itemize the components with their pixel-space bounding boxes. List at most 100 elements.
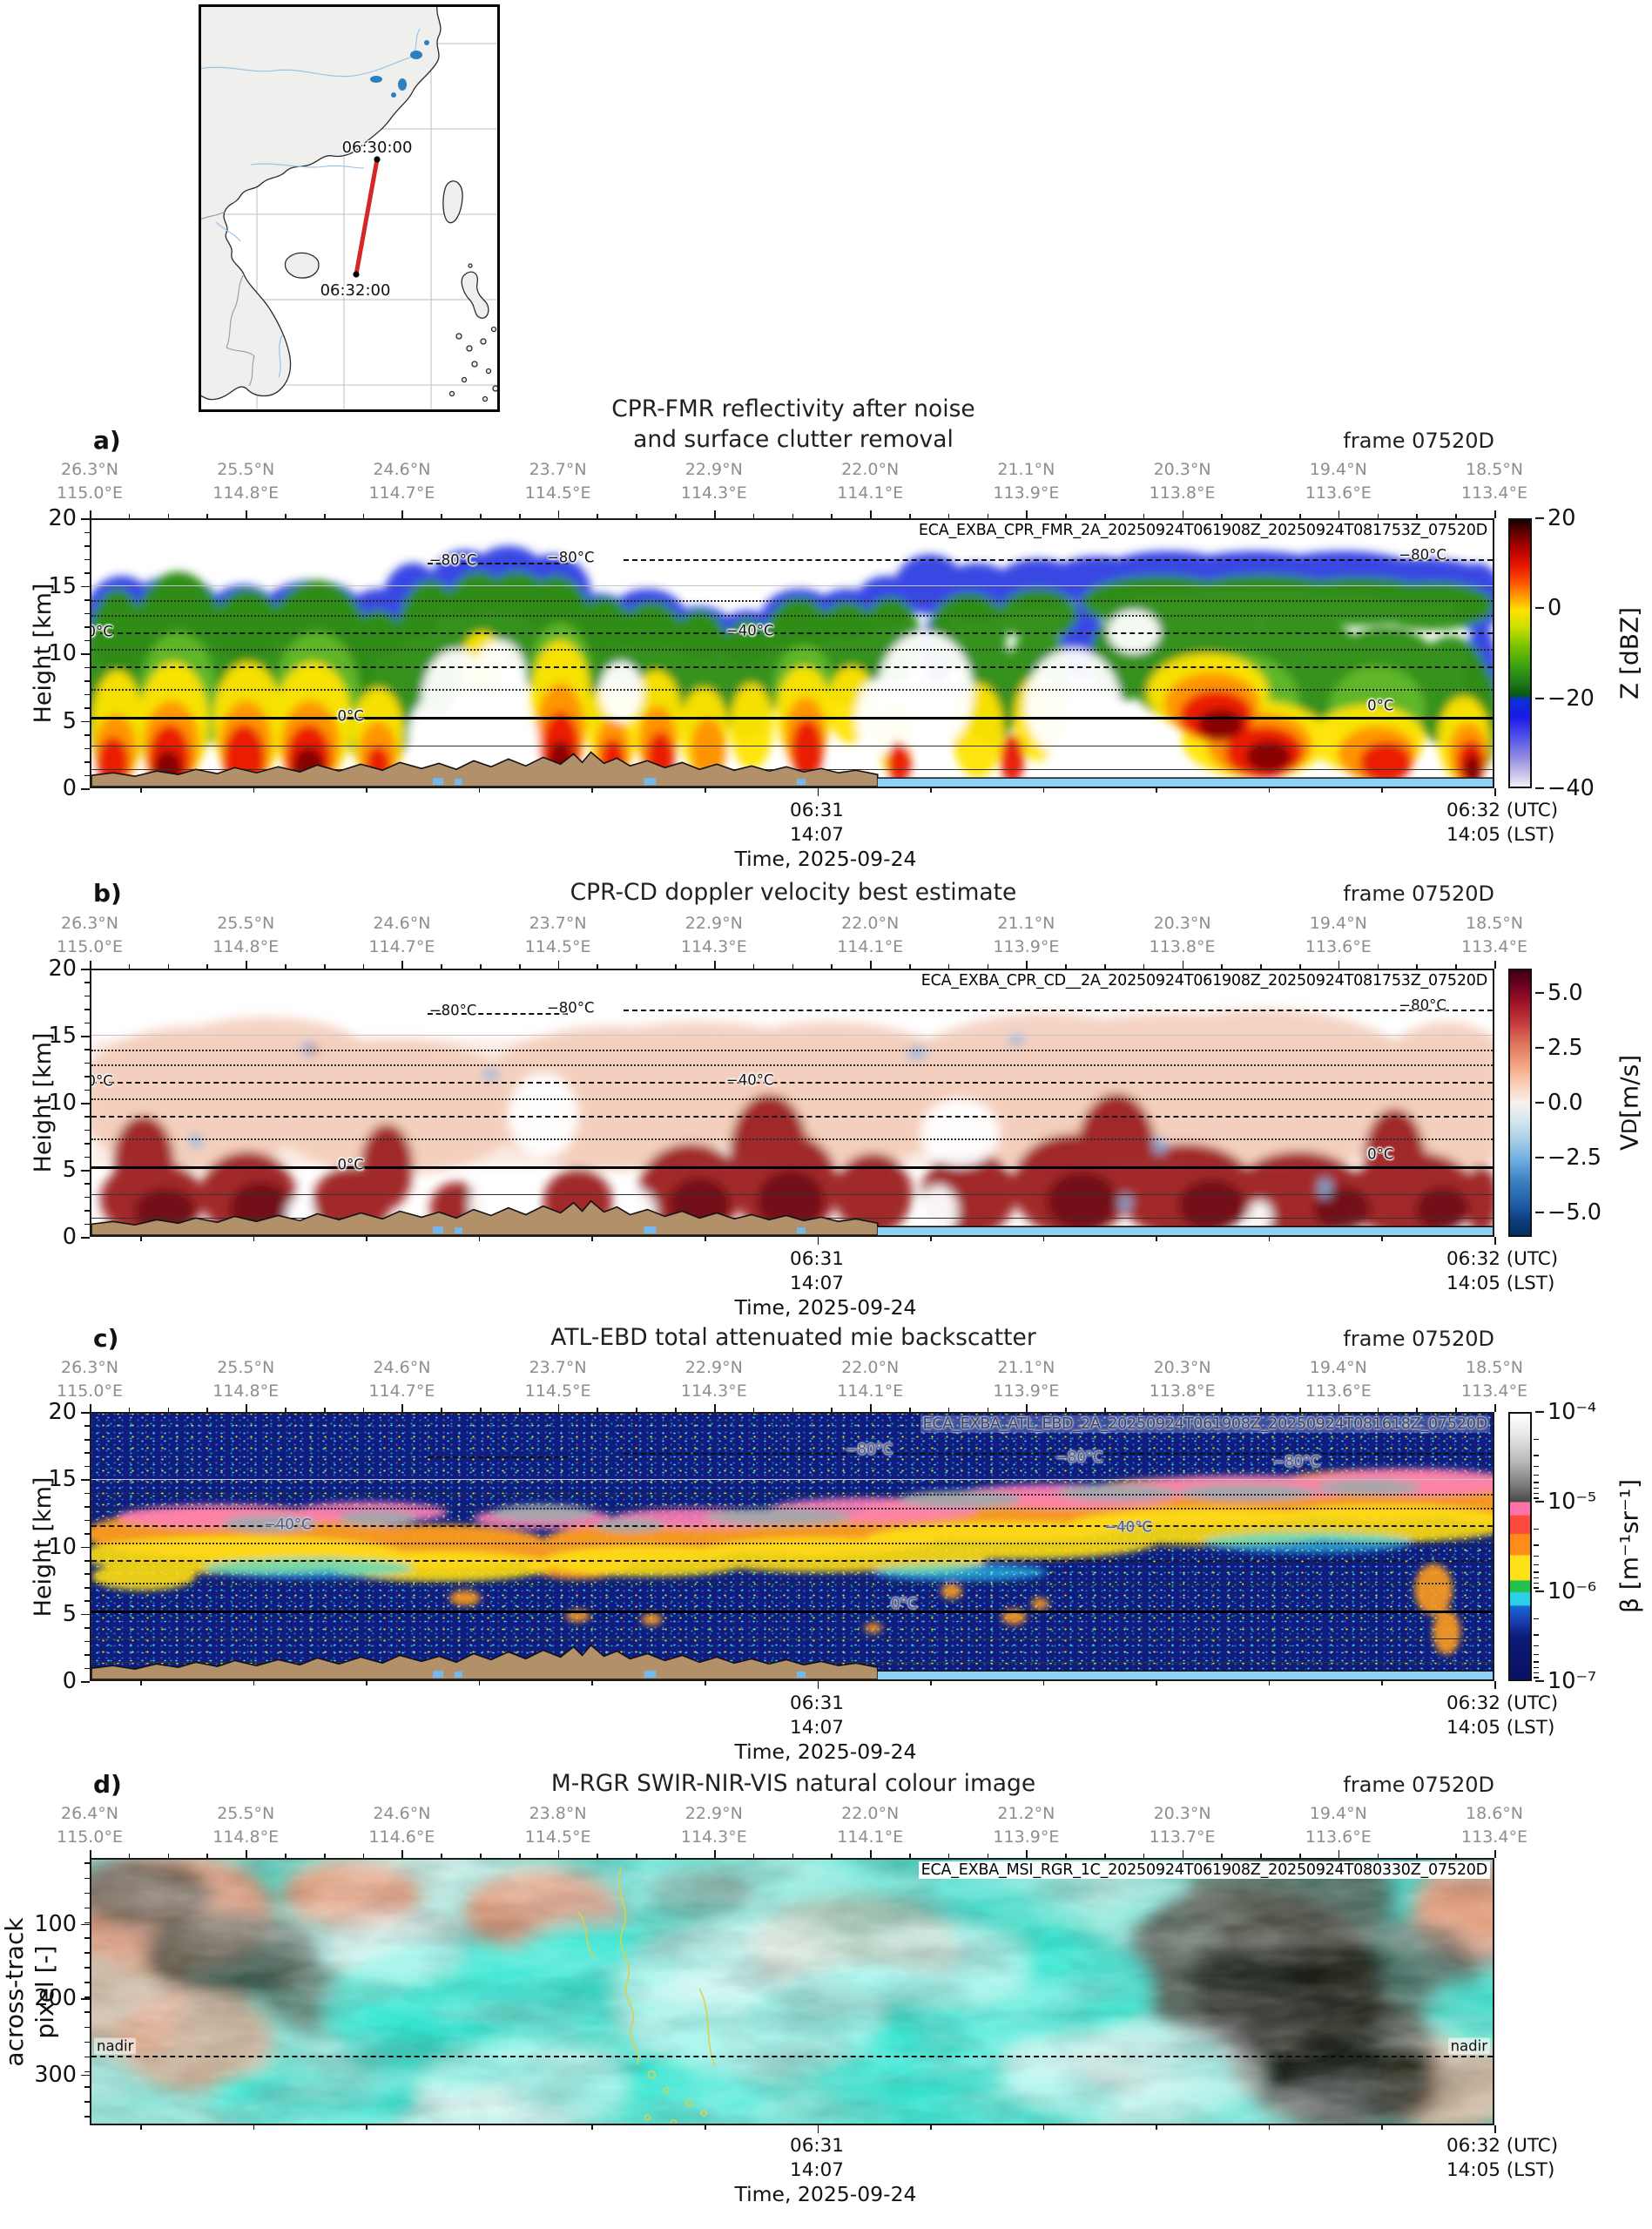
- axis-tick: [597, 964, 599, 969]
- axis-tick: [246, 961, 247, 969]
- top-axis: 26.4°N 115.0°E 25.5°N 114.8°E 24.6°N 114.6°E 2…: [57, 1802, 1527, 1849]
- axis-tick: [1298, 1408, 1301, 1412]
- axis-tick: [167, 964, 170, 969]
- axis-tick: [1065, 1408, 1067, 1412]
- top-axis-label: 18.5°N 113.4°E: [1461, 460, 1527, 503]
- axis-tick: [84, 1967, 90, 1969]
- axis-tick: [1455, 514, 1457, 518]
- bottom-tick-row: [90, 788, 1496, 796]
- product-id-label: ECA_EXBA_CPR_FMR_2A_20250924T061908Z_202…: [915, 522, 1490, 539]
- colorbar-minor-tick: [1534, 1672, 1539, 1674]
- top-axis-label: 25.5°N 114.8°E: [212, 460, 280, 503]
- isotherm-m80: [624, 559, 1493, 562]
- axis-tick: [591, 788, 593, 793]
- axis-tick: [1494, 510, 1496, 518]
- height-tick-label: 0: [62, 1224, 77, 1250]
- axis-tick: [81, 653, 90, 655]
- colorbar-minor-tick: [1534, 1493, 1539, 1495]
- axis-tick: [441, 964, 442, 969]
- isotherm: [91, 1508, 1493, 1510]
- isotherm: [91, 1193, 1493, 1195]
- left-tick-col: [80, 518, 90, 790]
- height-tick-label: 20: [48, 505, 77, 531]
- colorbar-ticks: 10⁻⁴ 10⁻⁵ 10⁻⁶ 10⁻⁷: [1535, 1399, 1631, 1694]
- frame-label: frame 07520D: [1343, 1327, 1494, 1351]
- axis-tick: [84, 761, 90, 763]
- isotherm: [91, 649, 1493, 652]
- axis-tick: [84, 734, 90, 736]
- colorbar-minor-tick: [1534, 1488, 1539, 1489]
- axis-tick: [362, 1408, 365, 1412]
- colorbar-tick-label: −20: [1547, 685, 1595, 712]
- top-axis-label: 26.4°N 115.0°E: [57, 1804, 123, 1847]
- axis-tick: [323, 964, 326, 969]
- top-axis-label: 25.5°N 114.8°E: [212, 914, 280, 956]
- axis-tick: [140, 2125, 142, 2130]
- axis-tick: [84, 982, 90, 984]
- colorbar-title: β [m⁻¹sr⁻¹]: [1615, 1479, 1644, 1614]
- isotherm-0c: [91, 1165, 1493, 1169]
- isotherm-m40: [91, 1525, 1493, 1528]
- axis-tick: [84, 2011, 90, 2014]
- axis-tick: [752, 964, 755, 969]
- colorbar-minor-tick: [1534, 1618, 1539, 1620]
- axis-tick: [84, 1022, 90, 1024]
- axis-tick: [1494, 961, 1496, 969]
- map-svg: 06:30:00 06:32:00: [198, 3, 500, 412]
- axis-tick: [84, 2116, 90, 2118]
- isotherm-m80: [624, 1453, 1493, 1456]
- axis-tick: [246, 1404, 247, 1412]
- time-label-mid: 06:31 14:07: [790, 2135, 844, 2181]
- temperature-contour-label: 0°C: [891, 1595, 918, 1612]
- axis-tick: [84, 572, 90, 574]
- axis-tick: [401, 510, 404, 518]
- axis-tick: [591, 2125, 593, 2130]
- axis-tick: [285, 1854, 287, 1858]
- axis-tick: [930, 1681, 932, 1685]
- axis-tick: [84, 1143, 90, 1145]
- top-axis-label: 24.6°N 114.7°E: [368, 460, 435, 503]
- axis-tick: [1494, 1404, 1496, 1412]
- top-axis-label: 18.5°N 113.4°E: [1461, 1358, 1527, 1401]
- axis-tick: [478, 1237, 481, 1241]
- axis-tick: [206, 1854, 209, 1858]
- axis-tick: [441, 514, 442, 518]
- bottom-tick-row: [90, 2125, 1496, 2133]
- axis-tick: [84, 2056, 90, 2058]
- height-tick-label: 5: [62, 1157, 77, 1183]
- axis-tick: [908, 964, 911, 969]
- axis-tick: [90, 1404, 91, 1412]
- top-axis-label: 25.5°N 114.8°E: [212, 1804, 280, 1847]
- axis-tick: [128, 1408, 131, 1412]
- time-label-mid: 06:31 14:07: [790, 800, 844, 846]
- time-label-right: 06:32 (UTC) 14:05 (LST): [1446, 1692, 1559, 1739]
- colorbar-minor-tick: [1534, 1571, 1539, 1573]
- isotherm-0c: [91, 717, 1493, 720]
- temperature-contour-label: 0°C: [91, 1072, 113, 1090]
- pixel-tick-label: 100: [34, 1910, 77, 1937]
- temperature-contour-label: −40°C: [263, 1516, 312, 1533]
- axis-tick: [253, 1237, 255, 1241]
- axis-tick: [206, 1408, 209, 1412]
- axis-tick: [713, 1850, 716, 1858]
- axis-tick: [84, 1877, 90, 1880]
- axis-tick: [1268, 1681, 1271, 1685]
- x-axis-label: Time, 2025-09-24: [734, 847, 917, 871]
- top-axis-label: 25.5°N 114.8°E: [212, 1358, 280, 1401]
- x-axis-label: Time, 2025-09-24: [734, 1739, 917, 1764]
- axis-tick: [597, 1408, 599, 1412]
- axis-tick: [1377, 514, 1379, 518]
- top-axis-label: 24.6°N 114.6°E: [368, 1804, 435, 1847]
- colorbar-minor-tick: [1534, 1677, 1539, 1679]
- colorbar-minor-tick: [1534, 1645, 1539, 1647]
- axis-tick: [1103, 514, 1106, 518]
- axis-tick: [84, 1936, 90, 1939]
- colorbar-minor-tick: [1534, 1497, 1539, 1499]
- axis-tick: [81, 1998, 90, 2000]
- colorbar-minor-tick: [1534, 1564, 1539, 1566]
- height-tick-label: 5: [62, 707, 77, 734]
- colorbar-tick-label: 10⁻⁷: [1547, 1668, 1597, 1694]
- top-axis-label: 20.3°N 113.8°E: [1149, 1358, 1216, 1401]
- axis-tick: [1494, 1850, 1496, 1858]
- axis-tick: [441, 1408, 442, 1412]
